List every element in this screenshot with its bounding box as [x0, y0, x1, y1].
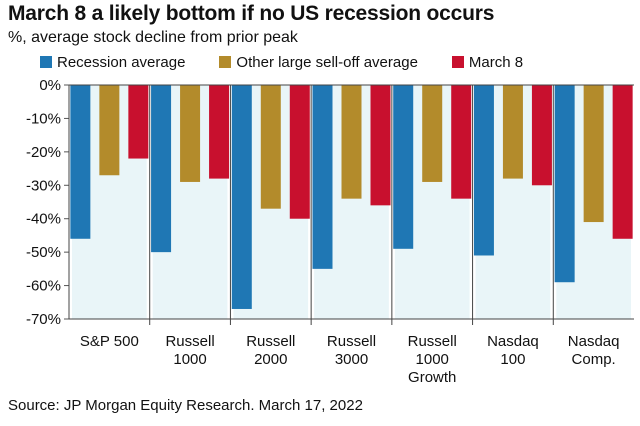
y-tick-label: -60% — [26, 278, 61, 295]
bar-other-large-sell-off-average — [422, 85, 443, 182]
chart-title: March 8 a likely bottom if no US recessi… — [8, 2, 495, 25]
legend-swatch-recession — [40, 56, 52, 68]
bar-march-8 — [209, 85, 230, 179]
legend-item-march8: March 8 — [451, 53, 524, 71]
bar-other-large-sell-off-average — [583, 85, 604, 223]
x-tick-label: S&P 500 — [80, 333, 139, 350]
bar-recession-average — [231, 85, 252, 309]
bar-march-8 — [451, 85, 472, 199]
bar-march-8 — [370, 85, 391, 206]
y-tick-label: -50% — [26, 244, 61, 261]
chart-subtitle: %, average stock decline from prior peak — [8, 29, 298, 46]
x-tick-label: Russell 2000 — [246, 333, 295, 368]
bar-march-8 — [531, 85, 552, 186]
legend-label-recession: Recession average — [57, 53, 186, 71]
bar-other-large-sell-off-average — [99, 85, 120, 176]
x-tick-label: Nasdaq 100 — [487, 333, 539, 368]
x-tick-label: Russell 3000 — [327, 333, 376, 368]
x-tick-label: Nasdaq Comp. — [568, 333, 620, 368]
y-tick-label: -40% — [26, 211, 61, 228]
legend-item-recession: Recession average — [40, 54, 185, 71]
bar-other-large-sell-off-average — [260, 85, 281, 209]
y-tick-label: -70% — [26, 311, 61, 328]
legend-swatch-selloff — [219, 56, 232, 68]
bar-march-8 — [612, 85, 633, 239]
bar-other-large-sell-off-average — [502, 85, 523, 179]
x-tick-label: Russell 1000 — [165, 333, 214, 368]
source-note: Source: JP Morgan Equity Research. March… — [8, 397, 363, 414]
legend: Recession average Other large sell-off a… — [40, 52, 523, 72]
bar-march-8 — [128, 85, 149, 159]
x-tick-label: Russell 1000 Growth — [408, 333, 457, 386]
bar-recession-average — [473, 85, 494, 256]
bar-march-8 — [289, 85, 310, 219]
bar-recession-average — [554, 85, 575, 283]
legend-swatch-march8 — [451, 56, 464, 68]
bar-recession-average — [393, 85, 414, 249]
y-tick-label: -20% — [26, 144, 61, 161]
bar-recession-average — [70, 85, 91, 239]
y-tick-label: -10% — [26, 110, 61, 127]
legend-item-selloff: Other large sell-off average — [219, 54, 418, 71]
bar-recession-average — [151, 85, 172, 253]
bar-recession-average — [312, 85, 333, 269]
bar-other-large-sell-off-average — [341, 85, 362, 199]
legend-label-march8: March 8 — [468, 53, 524, 71]
y-tick-label: -30% — [26, 177, 61, 194]
legend-label-selloff: Other large sell-off average — [236, 53, 418, 71]
y-tick-label: 0% — [39, 77, 61, 94]
bar-other-large-sell-off-average — [180, 85, 201, 182]
